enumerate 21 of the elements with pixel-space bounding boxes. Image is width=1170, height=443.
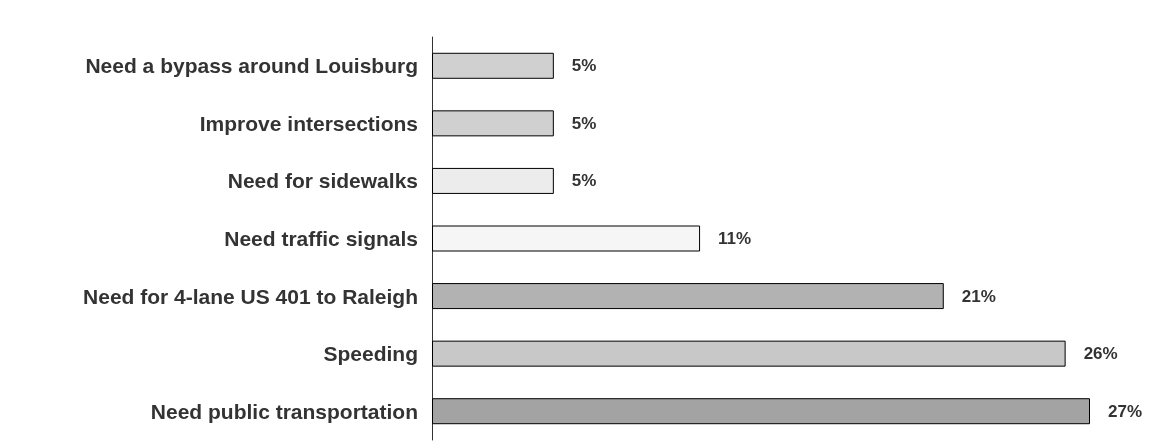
data-label: 5%: [571, 113, 597, 133]
y-tick-label: Need a bypass around Louisburg: [85, 54, 418, 78]
bar: [432, 52, 554, 79]
data-label: 27%: [1108, 401, 1143, 421]
bar: [432, 398, 1090, 425]
bar: [432, 167, 554, 194]
data-label: 26%: [1083, 344, 1118, 364]
y-tick-label: Need public transportation: [150, 399, 418, 423]
data-label: 21%: [961, 286, 996, 306]
y-tick-label: Need traffic signals: [224, 227, 418, 250]
data-label: 5%: [571, 171, 597, 191]
y-tick-label: Need for sidewalks: [227, 169, 418, 193]
data-label: 11%: [718, 229, 752, 248]
y-tick-label: Need for 4-lane US 401 to Raleigh: [83, 284, 418, 308]
y-tick-label: Improve intersections: [199, 111, 418, 135]
bar: [432, 340, 1066, 367]
bar: [432, 283, 944, 310]
y-tick-label: Speeding: [323, 342, 418, 366]
bar: [432, 110, 554, 137]
bar: [432, 225, 701, 252]
data-label: 5%: [571, 56, 597, 76]
